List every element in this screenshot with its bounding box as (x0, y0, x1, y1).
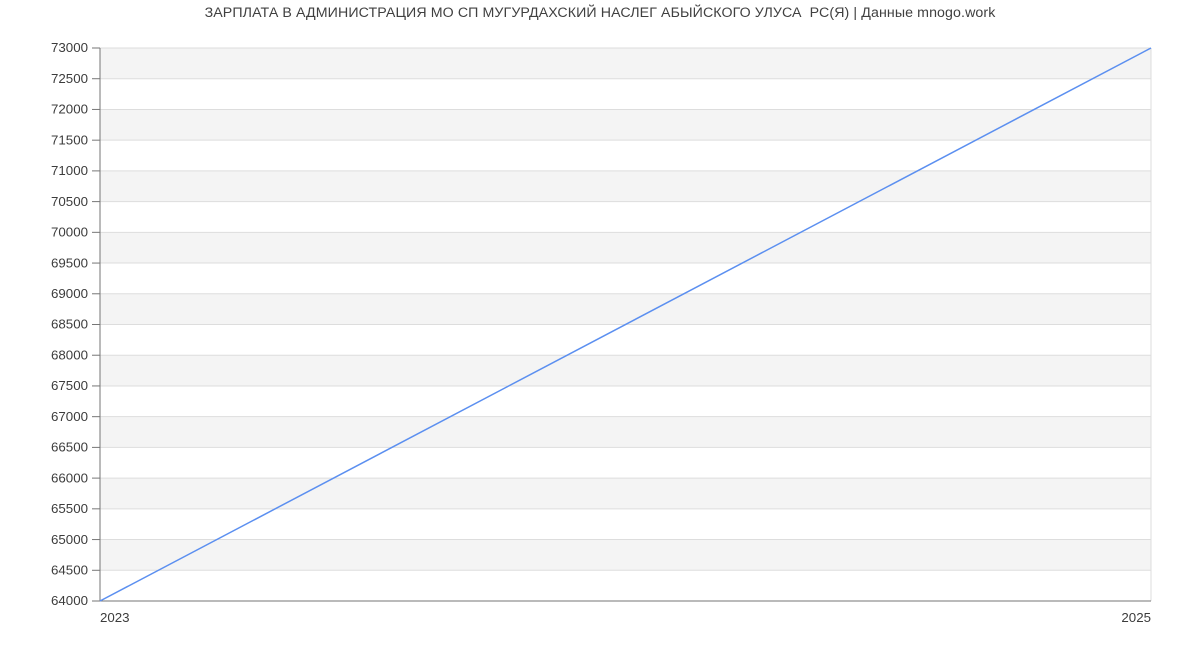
svg-text:73000: 73000 (51, 40, 88, 55)
svg-text:2023: 2023 (100, 610, 130, 625)
svg-text:67000: 67000 (51, 409, 88, 424)
svg-text:72500: 72500 (51, 71, 88, 86)
svg-text:66000: 66000 (51, 470, 88, 485)
svg-text:70000: 70000 (51, 225, 88, 240)
svg-text:65500: 65500 (51, 501, 88, 516)
svg-text:2025: 2025 (1121, 610, 1151, 625)
svg-text:68500: 68500 (51, 317, 88, 332)
svg-text:68000: 68000 (51, 347, 88, 362)
svg-text:69500: 69500 (51, 255, 88, 270)
svg-text:65000: 65000 (51, 532, 88, 547)
svg-text:67500: 67500 (51, 378, 88, 393)
svg-text:72000: 72000 (51, 102, 88, 117)
svg-text:64500: 64500 (51, 562, 88, 577)
svg-text:70500: 70500 (51, 194, 88, 209)
svg-text:64000: 64000 (51, 593, 88, 608)
svg-text:71000: 71000 (51, 163, 88, 178)
svg-text:71500: 71500 (51, 132, 88, 147)
svg-text:66500: 66500 (51, 440, 88, 455)
svg-text:69000: 69000 (51, 286, 88, 301)
